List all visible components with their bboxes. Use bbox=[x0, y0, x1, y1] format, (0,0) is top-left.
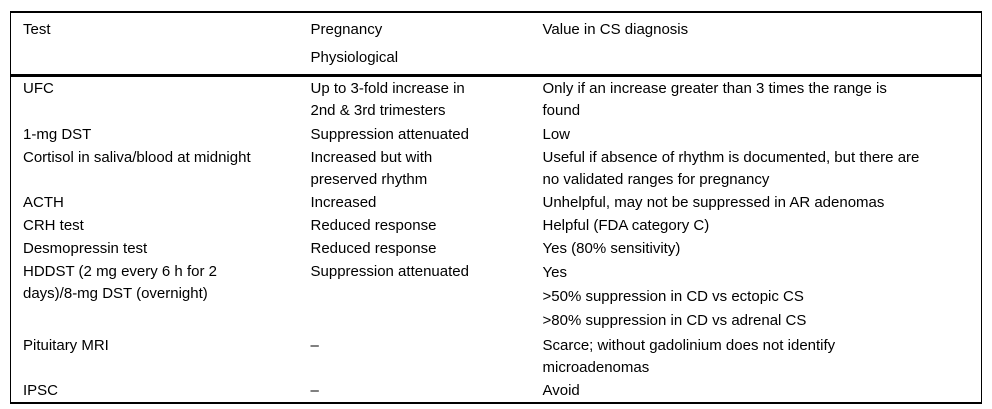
table-row: Pituitary MRI – Scarce; without gadolini… bbox=[11, 334, 982, 379]
table-row: CRH test Reduced response Helpful (FDA c… bbox=[11, 214, 982, 237]
table-row: IPSC – Avoid bbox=[11, 379, 982, 403]
cell-pregnancy: Reduced response bbox=[310, 240, 437, 257]
cell-value: Helpful (FDA category C) bbox=[542, 217, 710, 234]
cell-test: Pituitary MRI bbox=[23, 337, 109, 354]
cell-pregnancy: Suppression attenuated bbox=[310, 263, 469, 280]
cell-test: IPSC bbox=[23, 382, 59, 399]
header-row: Test Pregnancy Physiological Value in CS… bbox=[10, 12, 982, 77]
cell-pregnancy: – bbox=[310, 337, 319, 354]
column-header-pregnancy-physiological: Pregnancy Physiological bbox=[298, 12, 531, 77]
table-row: UFC Up to 3-fold increase in 2nd & 3rd t… bbox=[11, 76, 982, 124]
diagnostic-tests-table: Test Pregnancy Physiological Value in CS… bbox=[10, 11, 982, 404]
cell-test: 1-mg DST bbox=[23, 126, 92, 143]
cell-test: CRH test bbox=[23, 217, 84, 234]
column-header-test: Test bbox=[10, 12, 299, 77]
cell-value: Yes >50% suppression in CD vs ectopic CS… bbox=[542, 264, 807, 329]
cell-pregnancy: Reduced response bbox=[310, 217, 437, 234]
table-row: HDDST (2 mg every 6 h for 2 days)/8-mg D… bbox=[11, 260, 982, 334]
cell-value: Unhelpful, may not be suppressed in AR a… bbox=[542, 194, 885, 211]
cell-test: Cortisol in saliva/blood at midnight bbox=[23, 149, 251, 166]
table-row: Cortisol in saliva/blood at midnight Inc… bbox=[11, 146, 982, 191]
cell-pregnancy: Up to 3-fold increase in 2nd & 3rd trime… bbox=[310, 80, 465, 119]
cell-value: Scarce; without gadolinium does not iden… bbox=[542, 337, 836, 376]
cell-pregnancy: – bbox=[310, 382, 319, 399]
cell-test: ACTH bbox=[23, 194, 64, 211]
cell-pregnancy: Increased bbox=[310, 194, 377, 211]
cell-test: UFC bbox=[23, 80, 54, 97]
cell-value: Avoid bbox=[542, 382, 580, 399]
cell-test: HDDST (2 mg every 6 h for 2 days)/8-mg D… bbox=[23, 263, 217, 302]
cell-pregnancy: Suppression attenuated bbox=[310, 126, 469, 143]
cell-value: Only if an increase greater than 3 times… bbox=[542, 80, 887, 119]
column-header-value-in-cs-diagnosis: Value in CS diagnosis bbox=[530, 12, 982, 77]
table-row: 1-mg DST Suppression attenuated Low bbox=[11, 123, 982, 146]
cell-pregnancy: Increased but with preserved rhythm bbox=[310, 149, 433, 188]
cell-value: Yes (80% sensitivity) bbox=[542, 240, 681, 257]
cell-test: Desmopressin test bbox=[23, 240, 148, 257]
table-row: Desmopressin test Reduced response Yes (… bbox=[11, 237, 982, 260]
table-row: ACTH Increased Unhelpful, may not be sup… bbox=[11, 191, 982, 214]
cell-value: Useful if absence of rhythm is documente… bbox=[542, 149, 920, 188]
cell-value: Low bbox=[542, 126, 571, 143]
